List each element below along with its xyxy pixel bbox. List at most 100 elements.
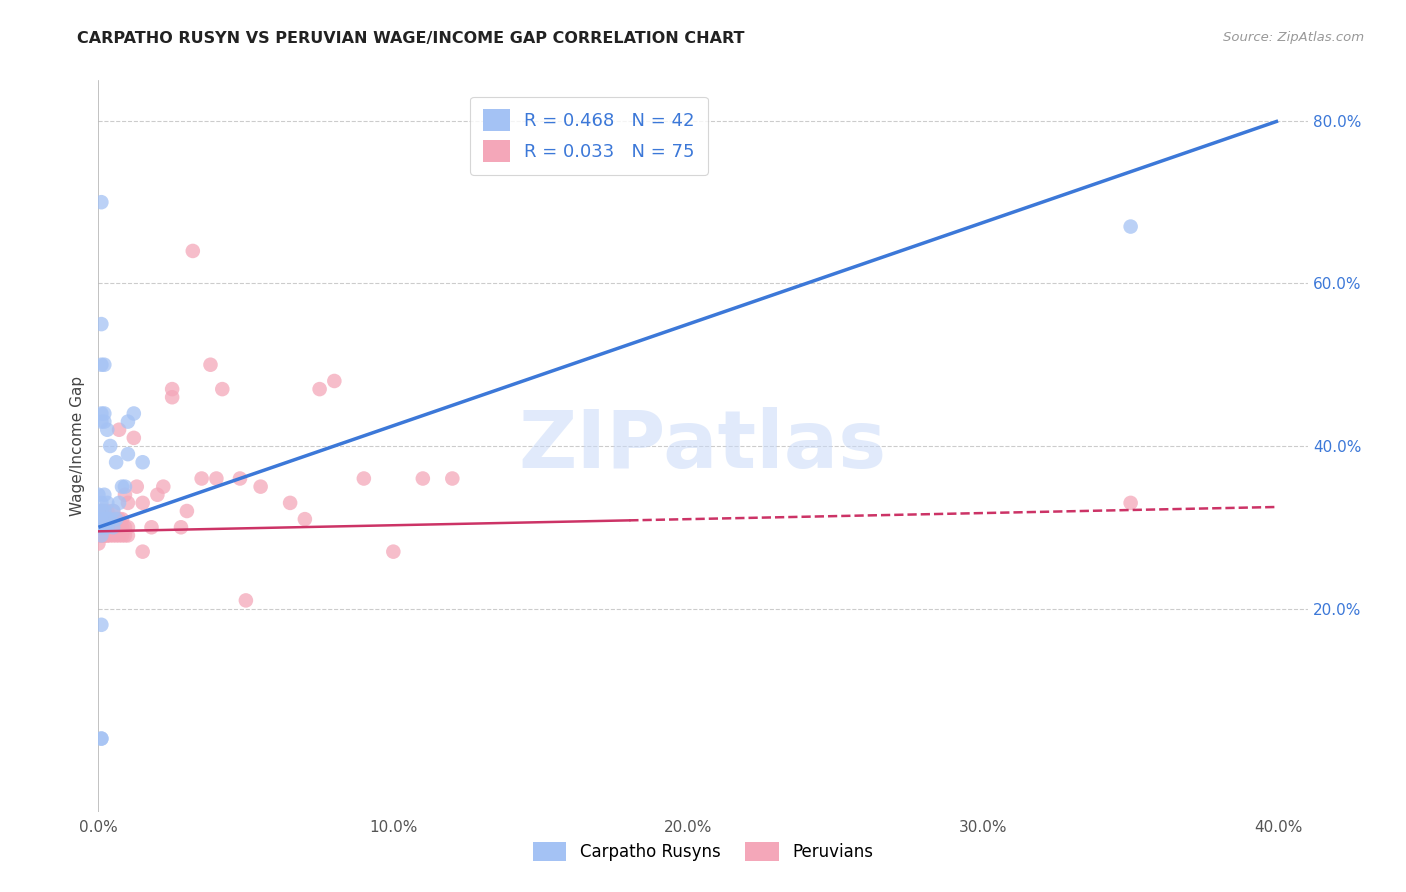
Point (101, 528, 124, 542)
Point (93, 512, 115, 526)
Point (353, 471, 375, 485)
Point (90, 195, 112, 210)
Point (101, 512, 124, 526)
Point (90, 528, 112, 542)
Point (96, 528, 118, 542)
Point (105, 512, 128, 526)
Point (117, 520, 139, 534)
Point (93, 520, 115, 534)
Point (93, 358, 115, 372)
Point (131, 544, 153, 558)
Point (1119, 219, 1142, 234)
Point (160, 390, 183, 404)
Point (90, 528, 112, 542)
Point (96, 504, 118, 518)
Point (96, 512, 118, 526)
Point (131, 496, 153, 510)
Y-axis label: Wage/Income Gap: Wage/Income Gap (70, 376, 86, 516)
Point (382, 544, 405, 558)
Text: CARPATHO RUSYN VS PERUVIAN WAGE/INCOME GAP CORRELATION CHART: CARPATHO RUSYN VS PERUVIAN WAGE/INCOME G… (77, 31, 745, 46)
Point (125, 480, 148, 494)
Point (1119, 496, 1142, 510)
Point (98, 512, 121, 526)
Point (108, 496, 131, 510)
Point (111, 520, 134, 534)
Point (117, 528, 139, 542)
Point (117, 415, 139, 429)
Point (93, 504, 115, 518)
Point (90, 504, 112, 518)
Point (87, 504, 110, 518)
Point (87, 512, 110, 526)
Point (235, 593, 257, 607)
Point (87, 512, 110, 526)
Point (211, 382, 233, 396)
Point (96, 528, 118, 542)
Point (190, 471, 212, 485)
Point (98, 520, 121, 534)
Point (96, 496, 118, 510)
Point (87, 488, 110, 502)
Point (90, 512, 112, 526)
Point (93, 520, 115, 534)
Point (111, 528, 134, 542)
Point (93, 488, 115, 502)
Point (205, 471, 228, 485)
Point (90, 512, 112, 526)
Point (87, 536, 110, 550)
Point (87, 512, 110, 526)
Point (90, 520, 112, 534)
Point (117, 447, 139, 461)
Point (96, 423, 118, 437)
Text: Source: ZipAtlas.com: Source: ZipAtlas.com (1223, 31, 1364, 45)
Point (122, 407, 145, 421)
Legend: R = 0.468   N = 42, R = 0.033   N = 75: R = 0.468 N = 42, R = 0.033 N = 75 (470, 96, 707, 175)
Legend: Carpatho Rusyns, Peruvians: Carpatho Rusyns, Peruvians (526, 835, 880, 868)
Point (114, 520, 136, 534)
Point (101, 504, 124, 518)
Point (278, 496, 301, 510)
Point (96, 512, 118, 526)
Point (170, 520, 193, 534)
Point (108, 520, 131, 534)
Point (96, 520, 118, 534)
Point (111, 480, 134, 494)
Point (114, 528, 136, 542)
Point (101, 520, 124, 534)
Point (90, 528, 112, 542)
Point (131, 455, 153, 469)
Point (108, 512, 131, 526)
Point (90, 504, 112, 518)
Point (323, 374, 346, 388)
Point (90, 512, 112, 526)
Point (93, 504, 115, 518)
Point (122, 431, 145, 445)
Point (96, 520, 118, 534)
Point (229, 471, 252, 485)
Point (90, 520, 112, 534)
Point (98, 439, 121, 453)
Point (90, 731, 112, 746)
Point (105, 520, 128, 534)
Point (412, 471, 434, 485)
Point (93, 528, 115, 542)
Point (141, 520, 163, 534)
Point (176, 504, 198, 518)
Point (152, 480, 174, 494)
Point (160, 382, 183, 396)
Point (105, 455, 128, 469)
Point (90, 415, 112, 429)
Point (96, 520, 118, 534)
Point (90, 407, 112, 421)
Point (200, 358, 222, 372)
Point (90, 504, 112, 518)
Point (90, 512, 112, 526)
Point (105, 512, 128, 526)
Point (93, 415, 115, 429)
Point (181, 244, 204, 258)
Point (90, 358, 112, 372)
Point (108, 423, 131, 437)
Point (90, 317, 112, 331)
Point (93, 528, 115, 542)
Point (90, 617, 112, 632)
